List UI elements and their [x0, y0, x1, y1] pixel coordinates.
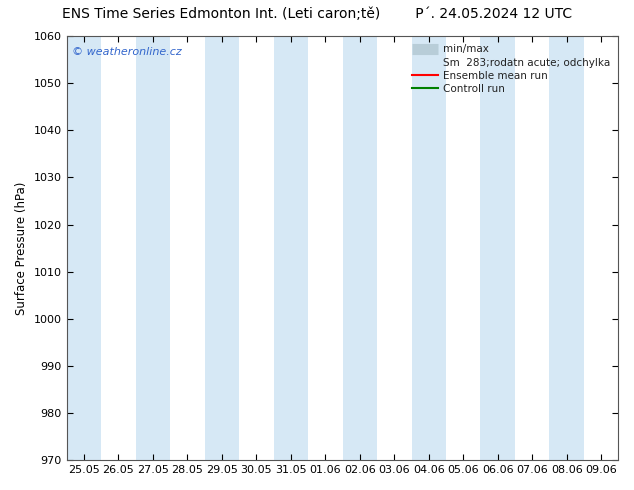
- Bar: [481, 36, 515, 460]
- Bar: [205, 36, 239, 460]
- Bar: [136, 36, 170, 460]
- Bar: [273, 36, 308, 460]
- Bar: [67, 36, 101, 460]
- Text: ENS Time Series Edmonton Int. (Leti caron;tě)        P´. 24.05.2024 12 UTC: ENS Time Series Edmonton Int. (Leti caro…: [62, 7, 572, 22]
- Text: © weatheronline.cz: © weatheronline.cz: [72, 47, 182, 57]
- Y-axis label: Surface Pressure (hPa): Surface Pressure (hPa): [15, 181, 28, 315]
- Bar: [550, 36, 584, 460]
- Bar: [411, 36, 446, 460]
- Bar: [342, 36, 377, 460]
- Legend: min/max, Sm  283;rodatn acute; odchylka, Ensemble mean run, Controll run: min/max, Sm 283;rodatn acute; odchylka, …: [408, 41, 613, 97]
